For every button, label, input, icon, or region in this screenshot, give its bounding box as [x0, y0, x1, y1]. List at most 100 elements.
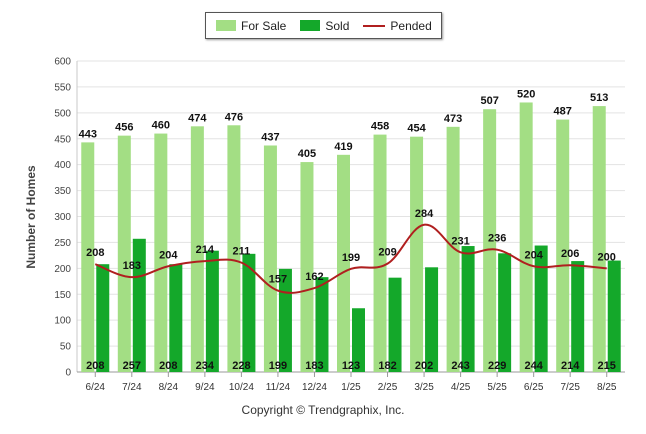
data-label-pended: 204	[524, 249, 543, 261]
data-label-pended: 208	[86, 247, 104, 259]
data-label-sold: 208	[86, 360, 104, 372]
data-label-for-sale: 507	[480, 95, 498, 107]
copyright-text: Copyright © Trendgraphix, Inc.	[241, 403, 405, 417]
legend-swatch-pended	[363, 24, 386, 27]
bar-for-sale	[519, 102, 533, 372]
data-label-for-sale: 405	[298, 148, 316, 160]
data-label-for-sale: 460	[152, 120, 170, 132]
y-tick-label: 50	[60, 342, 72, 353]
data-label-for-sale: 513	[590, 92, 608, 104]
legend-label-pended: Pended	[390, 18, 432, 33]
bar-sold	[607, 260, 621, 372]
y-tick-label: 400	[54, 160, 71, 171]
data-label-pended: 231	[451, 235, 469, 247]
legend-label-for-sale: For Sale	[241, 18, 287, 33]
bar-sold	[315, 277, 329, 372]
data-label-pended: 157	[269, 274, 287, 286]
legend: For Sale Sold Pended	[205, 12, 442, 39]
bar-for-sale	[446, 126, 460, 372]
x-tick-label: 2/25	[378, 382, 398, 393]
data-label-for-sale: 437	[261, 131, 279, 143]
data-label-sold: 182	[378, 360, 396, 372]
bar-sold	[96, 264, 110, 372]
bar-sold	[498, 253, 512, 372]
data-label-sold: 214	[561, 360, 580, 372]
x-tick-label: 5/25	[487, 382, 507, 393]
data-label-pended: 214	[196, 244, 215, 256]
data-label-sold: 243	[451, 360, 469, 372]
data-label-for-sale: 473	[444, 113, 462, 125]
bar-sold	[534, 245, 548, 372]
bar-sold	[242, 253, 256, 372]
x-tick-label: 6/24	[86, 382, 106, 393]
y-tick-label: 150	[54, 290, 71, 301]
y-tick-label: 250	[54, 238, 71, 249]
data-label-sold: 229	[488, 360, 506, 372]
y-tick-label: 100	[54, 316, 71, 327]
data-label-sold: 244	[524, 360, 543, 372]
data-label-sold: 257	[123, 360, 141, 372]
bar-for-sale	[410, 136, 424, 372]
x-tick-label: 10/24	[229, 382, 254, 393]
data-label-sold: 123	[342, 360, 360, 372]
bar-sold	[278, 268, 292, 372]
data-label-pended: 204	[159, 249, 178, 261]
x-tick-label: 12/24	[302, 382, 327, 393]
x-tick-label: 9/24	[195, 382, 215, 393]
y-tick-label: 500	[54, 108, 71, 119]
data-label-sold: 202	[415, 360, 433, 372]
data-label-for-sale: 456	[115, 122, 133, 134]
legend-item-for-sale: For Sale	[216, 19, 286, 33]
bar-sold	[205, 250, 219, 372]
y-tick-label: 300	[54, 212, 71, 223]
x-tick-label: 8/24	[159, 382, 179, 393]
bar-for-sale	[300, 162, 314, 372]
bar-sold	[461, 246, 475, 372]
bar-for-sale	[117, 135, 131, 372]
y-tick-label: 600	[54, 57, 71, 68]
data-label-for-sale: 520	[517, 88, 535, 100]
y-tick-label: 0	[65, 368, 71, 379]
bar-for-sale	[592, 106, 606, 372]
data-label-for-sale: 458	[371, 121, 389, 133]
bar-sold	[352, 308, 365, 372]
x-tick-label: 1/25	[341, 382, 361, 393]
data-label-for-sale: 474	[188, 112, 207, 124]
bar-sold	[132, 238, 146, 372]
legend-swatch-for-sale	[216, 20, 236, 31]
y-tick-label: 200	[54, 264, 71, 275]
data-label-pended: 199	[342, 252, 360, 264]
x-tick-label: 3/25	[414, 382, 434, 393]
bar-for-sale	[263, 145, 277, 372]
data-label-sold: 234	[196, 360, 215, 372]
data-label-for-sale: 443	[79, 128, 97, 140]
data-label-pended: 236	[488, 233, 506, 245]
data-label-for-sale: 419	[334, 141, 352, 153]
x-tick-label: 6/25	[524, 382, 544, 393]
x-tick-label: 7/25	[560, 382, 580, 393]
bar-sold	[388, 277, 402, 372]
bar-for-sale	[154, 133, 168, 372]
x-tick-label: 11/24	[266, 382, 291, 393]
legend-swatch-sold	[300, 20, 321, 31]
data-label-pended: 211	[233, 246, 251, 258]
data-label-sold: 208	[159, 360, 177, 372]
x-tick-label: 8/25	[597, 382, 617, 393]
data-label-for-sale: 487	[554, 106, 572, 118]
data-label-for-sale: 454	[407, 123, 426, 135]
bar-for-sale	[483, 109, 497, 372]
bar-sold	[169, 264, 183, 372]
data-label-pended: 284	[415, 208, 434, 220]
y-tick-label: 550	[54, 82, 71, 93]
data-label-pended: 209	[378, 247, 396, 259]
legend-label-sold: Sold	[325, 18, 350, 33]
pended-line	[94, 223, 607, 294]
bar-sold	[571, 261, 585, 372]
bar-for-sale	[81, 142, 95, 372]
bar-for-sale	[373, 134, 387, 372]
data-label-pended: 206	[561, 248, 579, 260]
y-tick-label: 350	[54, 186, 71, 197]
data-label-pended: 200	[598, 251, 616, 263]
bar-for-sale	[227, 125, 241, 372]
y-axis-label: Number of Homes	[24, 165, 38, 269]
